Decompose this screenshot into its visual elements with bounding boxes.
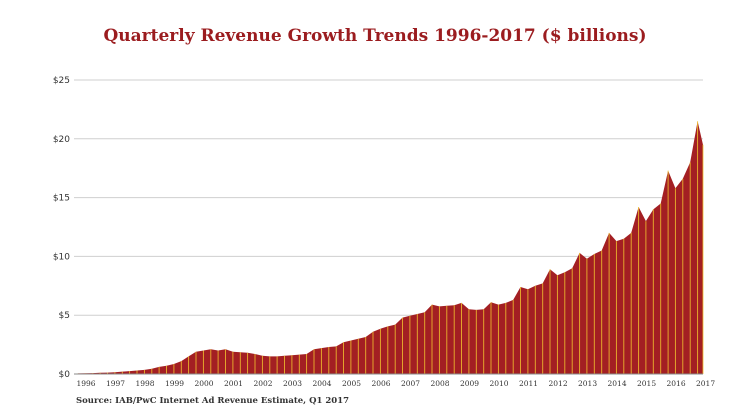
x-tick-label: 1996 <box>76 379 95 388</box>
x-tick-label: 2013 <box>578 379 597 388</box>
x-tick-label: 2009 <box>460 379 479 388</box>
x-tick-label: 2014 <box>608 379 627 388</box>
x-tick-label: 2011 <box>519 379 538 388</box>
x-tick-label: 2017 <box>696 379 715 388</box>
x-tick-label: 2007 <box>401 379 420 388</box>
x-tick-label: 2003 <box>283 379 302 388</box>
x-tick-label: 2006 <box>371 379 390 388</box>
source-note: Source: IAB/PwC Internet Ad Revenue Esti… <box>76 396 350 406</box>
x-tick-label: 2010 <box>489 379 508 388</box>
chart-title: Quarterly Revenue Growth Trends 1996-201… <box>103 26 647 46</box>
y-tick-label: $25 <box>53 76 70 86</box>
x-tick-label: 2008 <box>430 379 449 388</box>
x-tick-label: 1997 <box>106 379 125 388</box>
x-tick-label: 2002 <box>253 379 272 388</box>
x-tick-label: 2015 <box>637 379 656 388</box>
y-tick-label: $15 <box>53 194 70 204</box>
revenue-area <box>78 121 703 374</box>
x-tick-label: 2000 <box>194 379 213 388</box>
x-tick-label: 2001 <box>224 379 243 388</box>
y-tick-label: $5 <box>59 311 70 321</box>
x-tick-label: 2004 <box>312 379 331 388</box>
x-tick-label: 1998 <box>135 379 154 388</box>
x-tick-label: 2005 <box>342 379 361 388</box>
y-tick-label: $20 <box>53 135 70 145</box>
y-tick-label: $10 <box>53 252 70 262</box>
y-tick-label: $0 <box>59 370 71 380</box>
x-tick-label: 1999 <box>165 379 184 388</box>
x-tick-label: 2012 <box>549 379 568 388</box>
x-tick-label: 2016 <box>667 379 686 388</box>
